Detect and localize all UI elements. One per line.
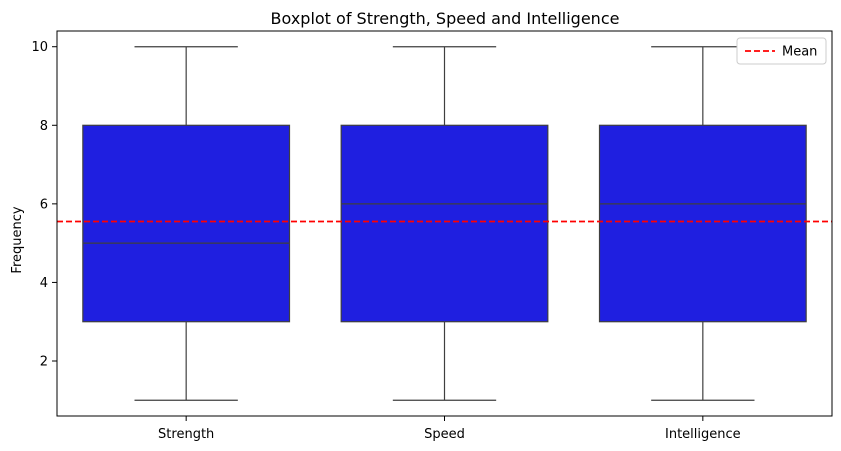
legend-mean-label: Mean bbox=[782, 45, 817, 60]
chart-title: Boxplot of Strength, Speed and Intellige… bbox=[271, 9, 620, 28]
x-tick-label-strength: Strength bbox=[158, 427, 214, 442]
x-tick-label-intelligence: Intelligence bbox=[665, 427, 741, 442]
y-axis-label: Frequency bbox=[10, 206, 25, 273]
y-tick-label-4: 4 bbox=[40, 276, 48, 291]
plot-area: Strength Speed Intelligence 2 4 6 8 10 bbox=[31, 30, 833, 442]
x-tick-label-speed: Speed bbox=[424, 427, 465, 442]
legend: Mean bbox=[736, 37, 827, 65]
box-intelligence bbox=[598, 124, 807, 323]
y-tick-label-6: 6 bbox=[40, 197, 48, 212]
plot-frame bbox=[56, 30, 833, 417]
y-tick-label-2: 2 bbox=[40, 355, 48, 370]
y-tick-label-8: 8 bbox=[40, 119, 48, 134]
box-strength bbox=[82, 124, 291, 323]
y-tick-label-10: 10 bbox=[31, 40, 48, 55]
box-speed bbox=[340, 124, 549, 323]
legend-frame bbox=[736, 37, 827, 65]
